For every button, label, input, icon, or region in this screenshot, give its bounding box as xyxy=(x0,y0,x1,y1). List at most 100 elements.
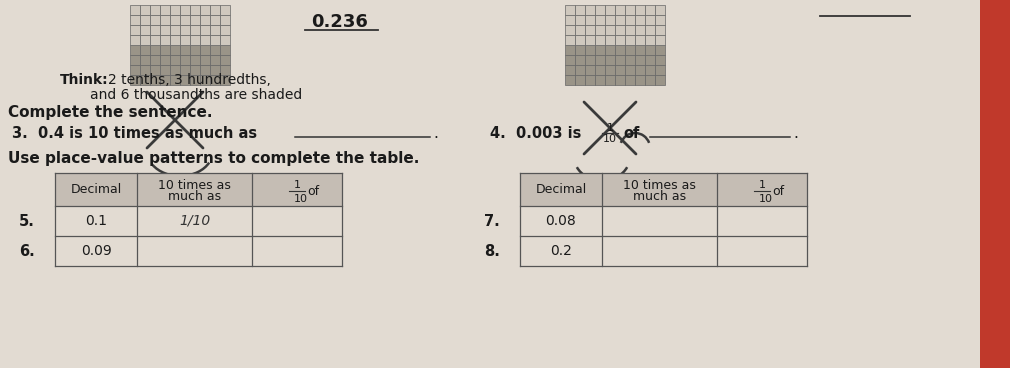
Bar xyxy=(150,65,160,75)
Bar xyxy=(520,173,602,206)
Bar xyxy=(160,55,170,65)
Bar xyxy=(160,75,170,85)
Bar xyxy=(150,55,160,65)
Bar xyxy=(150,75,160,85)
Bar xyxy=(645,55,655,65)
Bar xyxy=(130,45,140,55)
Bar xyxy=(140,25,150,35)
Bar xyxy=(150,5,160,15)
Bar xyxy=(160,65,170,75)
Bar xyxy=(602,173,717,206)
Bar xyxy=(200,55,210,65)
Bar xyxy=(140,65,150,75)
Bar xyxy=(190,15,200,25)
Bar xyxy=(645,75,655,85)
Bar xyxy=(190,5,200,15)
Bar xyxy=(645,65,655,75)
Bar xyxy=(220,35,230,45)
Text: 4.  0.003 is: 4. 0.003 is xyxy=(490,125,582,141)
Bar xyxy=(210,65,220,75)
Bar xyxy=(585,15,595,25)
Bar xyxy=(625,35,635,45)
Bar xyxy=(575,45,585,55)
Bar xyxy=(575,65,585,75)
Bar xyxy=(170,55,180,65)
Bar xyxy=(635,25,645,35)
Bar xyxy=(615,5,625,15)
Bar xyxy=(210,25,220,35)
Bar xyxy=(655,75,665,85)
Text: and 6 thousandths are shaded: and 6 thousandths are shaded xyxy=(90,88,302,102)
Text: 0.09: 0.09 xyxy=(81,244,111,258)
Bar xyxy=(585,75,595,85)
Bar xyxy=(605,75,615,85)
Text: 10 times as: 10 times as xyxy=(158,179,231,192)
Text: 0.08: 0.08 xyxy=(545,214,577,228)
Bar xyxy=(130,5,140,15)
Bar xyxy=(585,5,595,15)
Bar xyxy=(565,25,575,35)
Bar xyxy=(130,35,140,45)
Bar xyxy=(180,5,190,15)
Bar xyxy=(220,65,230,75)
Bar xyxy=(655,5,665,15)
Text: 0.2: 0.2 xyxy=(550,244,572,258)
Bar xyxy=(565,35,575,45)
Text: 1: 1 xyxy=(294,180,301,191)
Bar xyxy=(170,25,180,35)
Bar xyxy=(615,35,625,45)
Text: 1/10: 1/10 xyxy=(179,214,210,228)
Text: much as: much as xyxy=(168,190,221,203)
Bar xyxy=(190,35,200,45)
Text: 6.: 6. xyxy=(19,244,35,258)
Bar xyxy=(220,25,230,35)
Bar xyxy=(615,25,625,35)
Text: Think:: Think: xyxy=(60,73,109,87)
Text: 1: 1 xyxy=(606,123,613,133)
Bar xyxy=(140,55,150,65)
Bar xyxy=(160,5,170,15)
Bar xyxy=(595,75,605,85)
Bar xyxy=(200,65,210,75)
Bar xyxy=(595,25,605,35)
Bar xyxy=(655,45,665,55)
Text: Decimal: Decimal xyxy=(71,183,121,196)
Bar xyxy=(140,75,150,85)
Bar xyxy=(130,75,140,85)
Bar xyxy=(595,55,605,65)
Text: 10: 10 xyxy=(759,194,773,204)
Text: 10: 10 xyxy=(294,194,308,204)
Bar xyxy=(645,15,655,25)
Text: 2 tenths, 3 hundredths,: 2 tenths, 3 hundredths, xyxy=(108,73,271,87)
Bar xyxy=(635,45,645,55)
Text: 0.236: 0.236 xyxy=(311,13,369,31)
Bar xyxy=(625,25,635,35)
Bar xyxy=(170,65,180,75)
Bar xyxy=(160,15,170,25)
Bar xyxy=(585,55,595,65)
Bar xyxy=(645,5,655,15)
Bar xyxy=(615,55,625,65)
Text: .: . xyxy=(433,125,438,141)
Text: 8.: 8. xyxy=(484,244,500,258)
Bar xyxy=(200,35,210,45)
Text: 3.  0.4 is 10 times as much as: 3. 0.4 is 10 times as much as xyxy=(12,125,258,141)
Bar xyxy=(190,75,200,85)
Bar xyxy=(170,35,180,45)
Bar xyxy=(220,75,230,85)
Bar xyxy=(645,35,655,45)
Bar xyxy=(575,25,585,35)
Bar xyxy=(252,173,342,206)
Bar xyxy=(625,15,635,25)
Bar xyxy=(200,15,210,25)
Bar xyxy=(180,15,190,25)
Bar xyxy=(190,45,200,55)
Bar xyxy=(170,45,180,55)
Bar xyxy=(170,75,180,85)
Bar xyxy=(605,5,615,15)
Bar xyxy=(180,25,190,35)
Bar xyxy=(220,15,230,25)
Text: Use place-value patterns to complete the table.: Use place-value patterns to complete the… xyxy=(8,151,419,166)
Bar xyxy=(140,5,150,15)
Bar xyxy=(220,45,230,55)
